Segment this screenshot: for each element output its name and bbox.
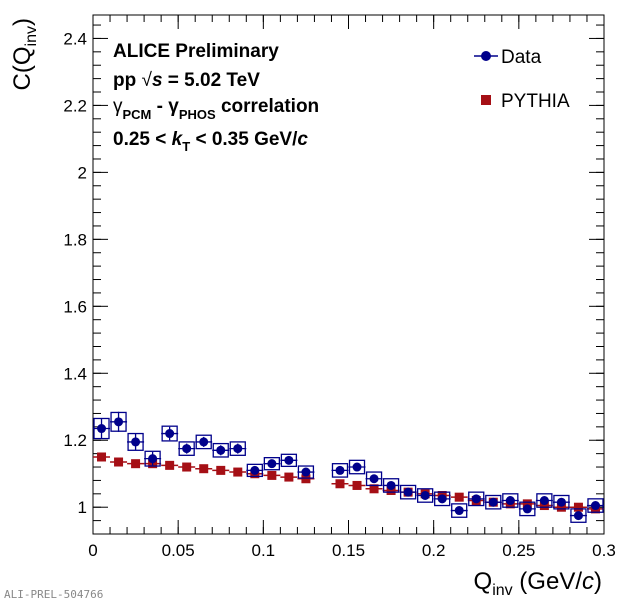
pythia-point xyxy=(386,485,396,495)
data-point xyxy=(522,504,532,514)
data-point xyxy=(97,424,107,434)
data-point xyxy=(267,459,277,469)
pythia-point xyxy=(352,480,362,490)
x-tick-label: 0.15 xyxy=(332,541,365,560)
pythia-point xyxy=(573,502,583,512)
legend-label-pythia: PYTHIA xyxy=(501,91,570,112)
series-layer xyxy=(93,411,604,523)
data-point xyxy=(420,490,430,500)
legend-marker-pythia xyxy=(481,95,491,105)
data-point xyxy=(284,455,294,465)
x-tick-label: 0.1 xyxy=(252,541,276,560)
axis-ticks: 0 0.05 0.1 0.15 0.2 0.25 0.3 1 1.2 1.4 1.6 1.8 2 2.2 2… xyxy=(63,15,616,560)
data-point xyxy=(386,480,396,490)
data-point xyxy=(437,494,447,504)
data-point xyxy=(505,496,515,506)
y-axis-title: C(Qinv) xyxy=(9,18,40,90)
pythia-point xyxy=(182,462,192,472)
x-axis-title: Qinv (GeV/c) xyxy=(474,568,602,599)
pythia-point xyxy=(216,465,226,475)
pythia-point xyxy=(97,452,107,462)
pythia-point xyxy=(284,472,294,482)
data-point xyxy=(131,437,141,447)
data-point xyxy=(199,437,209,447)
data-point xyxy=(335,465,345,475)
pythia-point xyxy=(369,484,379,494)
data-point xyxy=(454,506,464,516)
x-tick-label: 0.2 xyxy=(422,541,446,560)
pythia-point xyxy=(522,499,532,509)
data-point xyxy=(369,474,379,484)
data-point xyxy=(114,417,124,427)
pythia-point xyxy=(454,492,464,502)
data-point xyxy=(539,496,549,506)
data-point xyxy=(301,467,311,477)
annotation-kt-range: 0.25 < kT < 0.35 GeV/c xyxy=(113,129,308,154)
pythia-point xyxy=(335,479,345,489)
data-point xyxy=(250,465,260,475)
data-point xyxy=(233,444,243,454)
data-point xyxy=(556,497,566,507)
annotation-correlation: γPCM - γPHOS correlation xyxy=(113,96,319,122)
y-tick-label: 1.6 xyxy=(63,297,87,316)
x-tick-label: 0.3 xyxy=(592,541,616,560)
pythia-point xyxy=(131,459,141,469)
legend: Data PYTHIA xyxy=(474,47,570,112)
y-tick-label: 1.8 xyxy=(63,230,87,249)
y-tick-label: 1.2 xyxy=(63,431,87,450)
pythia-point xyxy=(114,457,124,467)
y-tick-label: 2.4 xyxy=(63,29,87,48)
y-tick-label: 1.4 xyxy=(63,364,87,383)
pythia-point xyxy=(233,467,243,477)
data-point xyxy=(471,494,481,504)
y-tick-label: 1 xyxy=(78,498,87,517)
data-point xyxy=(590,501,600,511)
y-tick-label: 2 xyxy=(78,163,87,182)
data-point xyxy=(148,454,158,464)
data-point xyxy=(573,511,583,521)
x-tick-label: 0 xyxy=(88,541,97,560)
annotation-energy: pp √s = 5.02 TeV xyxy=(113,70,260,91)
annotation-collaboration: ALICE Preliminary xyxy=(113,41,279,62)
data-point xyxy=(216,445,226,455)
watermark: ALI-PREL-504766 xyxy=(4,588,103,601)
pythia-point xyxy=(539,501,549,511)
pythia-point xyxy=(199,464,209,474)
data-point xyxy=(403,487,413,497)
y-tick-label: 2.2 xyxy=(63,96,87,115)
pythia-point xyxy=(267,470,277,480)
data-point xyxy=(352,462,362,472)
pythia-point xyxy=(556,502,566,512)
pythia-point xyxy=(301,474,311,484)
data-point xyxy=(488,497,498,507)
x-tick-label: 0.05 xyxy=(162,541,195,560)
pythia-point xyxy=(165,460,175,470)
legend-label-data: Data xyxy=(501,47,542,68)
data-point xyxy=(165,429,175,439)
data-point xyxy=(182,444,192,454)
x-tick-label: 0.25 xyxy=(502,541,535,560)
legend-marker-data xyxy=(481,51,491,61)
